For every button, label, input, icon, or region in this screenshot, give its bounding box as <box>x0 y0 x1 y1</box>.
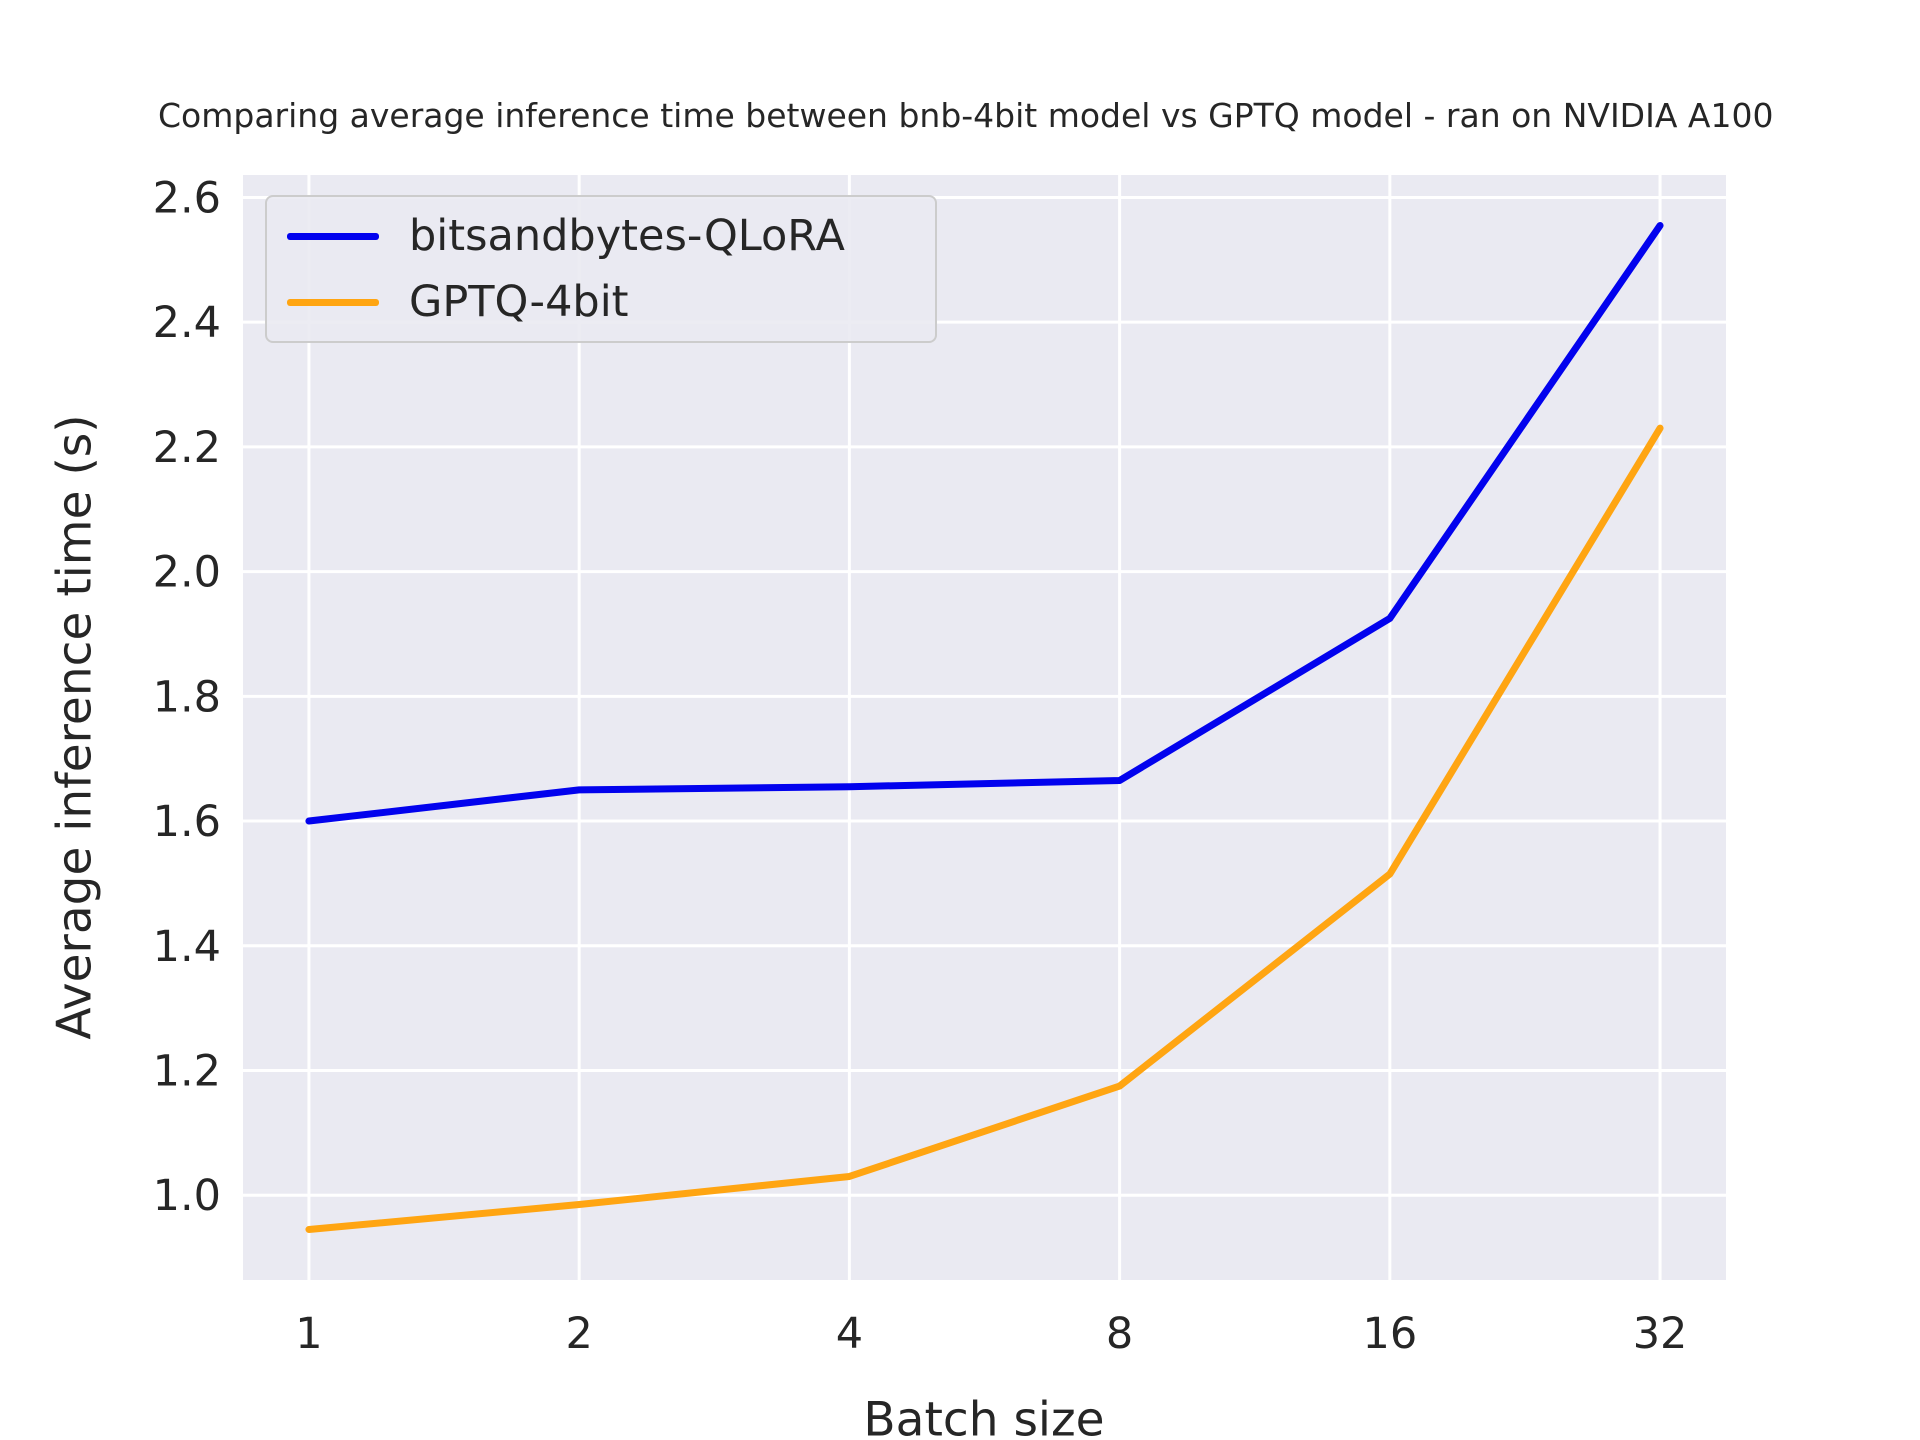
y-tick-label: 2.6 <box>153 173 221 223</box>
y-tick-label: 1.8 <box>153 672 221 722</box>
x-tick-label: 4 <box>836 1309 863 1359</box>
legend-item-bitsandbytes: bitsandbytes-QLoRA <box>267 205 935 267</box>
legend-line-sample-orange <box>287 298 379 306</box>
y-tick-label: 2.0 <box>153 548 221 598</box>
x-tick-label: 1 <box>295 1309 322 1359</box>
legend-line-sample-blue <box>287 232 379 240</box>
y-tick-label: 2.4 <box>153 298 221 348</box>
legend: bitsandbytes-QLoRA GPTQ-4bit <box>265 195 937 343</box>
y-tick-label: 1.2 <box>153 1046 221 1096</box>
y-axis-label: Average inference time (s) <box>47 414 103 1040</box>
legend-item-gptq: GPTQ-4bit <box>267 271 935 333</box>
x-tick-label: 2 <box>565 1309 592 1359</box>
data-line-bitsandbytes-qlora <box>305 222 1664 825</box>
x-axis-label: Batch size <box>863 1392 1105 1440</box>
legend-label: bitsandbytes-QLoRA <box>409 211 845 261</box>
chart-title: Comparing average inference time between… <box>158 96 1774 135</box>
y-tick-label: 1.4 <box>153 922 221 972</box>
x-tick-label: 16 <box>1362 1309 1417 1359</box>
data-line-gptq-4bit <box>305 424 1664 1233</box>
y-tick-label: 1.6 <box>153 797 221 847</box>
x-tick-label: 32 <box>1633 1309 1688 1359</box>
y-tick-label: 2.2 <box>153 423 221 473</box>
y-tick-label: 1.0 <box>153 1171 221 1221</box>
x-tick-label: 8 <box>1106 1309 1133 1359</box>
legend-label: GPTQ-4bit <box>409 277 629 327</box>
